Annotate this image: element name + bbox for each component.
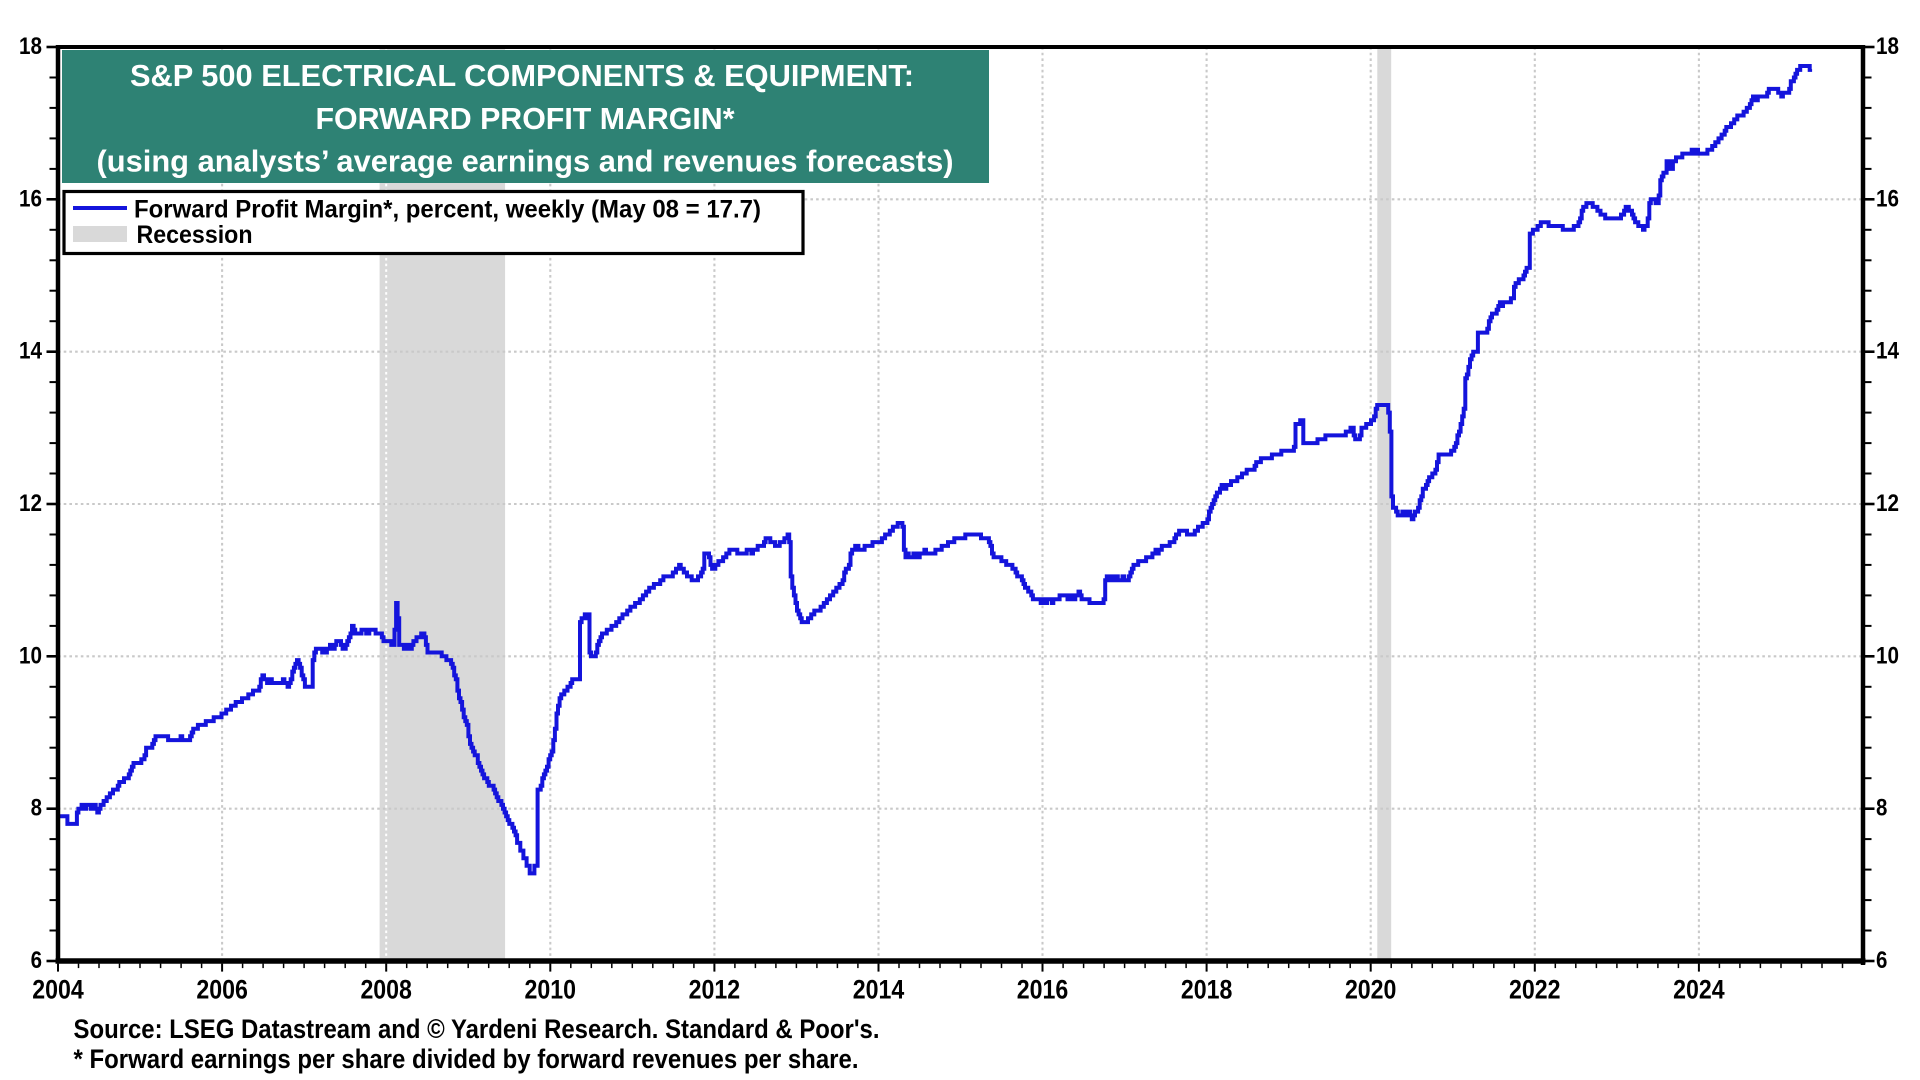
svg-text:2010: 2010	[525, 974, 577, 1004]
svg-text:18: 18	[1876, 33, 1899, 60]
svg-text:16: 16	[1876, 185, 1899, 212]
svg-text:18: 18	[19, 33, 42, 60]
svg-text:2022: 2022	[1509, 974, 1561, 1004]
svg-text:Recession: Recession	[137, 221, 253, 249]
svg-text:10: 10	[19, 642, 42, 669]
svg-text:S&P 500 ELECTRICAL COMPONENTS: S&P 500 ELECTRICAL COMPONENTS & EQUIPMEN…	[130, 58, 914, 93]
svg-text:(using analysts’ average earni: (using analysts’ average earnings and re…	[97, 144, 954, 179]
svg-text:2004: 2004	[32, 974, 84, 1004]
svg-text:2016: 2016	[1017, 974, 1069, 1004]
svg-text:8: 8	[1876, 795, 1887, 822]
svg-text:6: 6	[1876, 947, 1887, 974]
svg-text:2006: 2006	[196, 974, 248, 1004]
svg-text:6: 6	[31, 947, 42, 974]
svg-text:12: 12	[1876, 490, 1899, 517]
svg-text:2014: 2014	[853, 974, 905, 1004]
svg-text:14: 14	[19, 338, 42, 365]
svg-text:Source: LSEG Datastream and ©: Source: LSEG Datastream and © Yardeni Re…	[74, 1014, 880, 1044]
svg-text:14: 14	[1876, 338, 1899, 365]
svg-text:* Forward earnings per share d: * Forward earnings per share divided by …	[74, 1044, 859, 1074]
svg-text:2024: 2024	[1673, 974, 1725, 1004]
svg-text:8: 8	[31, 795, 42, 822]
svg-text:Forward Profit Margin*, percen: Forward Profit Margin*, percent, weekly …	[134, 196, 761, 224]
svg-text:2012: 2012	[689, 974, 741, 1004]
svg-text:2018: 2018	[1181, 974, 1233, 1004]
svg-text:FORWARD PROFIT MARGIN*: FORWARD PROFIT MARGIN*	[316, 101, 736, 136]
svg-text:2020: 2020	[1345, 974, 1397, 1004]
svg-text:12: 12	[19, 490, 42, 517]
svg-text:2008: 2008	[360, 974, 412, 1004]
svg-text:16: 16	[19, 185, 42, 212]
svg-text:10: 10	[1876, 642, 1899, 669]
